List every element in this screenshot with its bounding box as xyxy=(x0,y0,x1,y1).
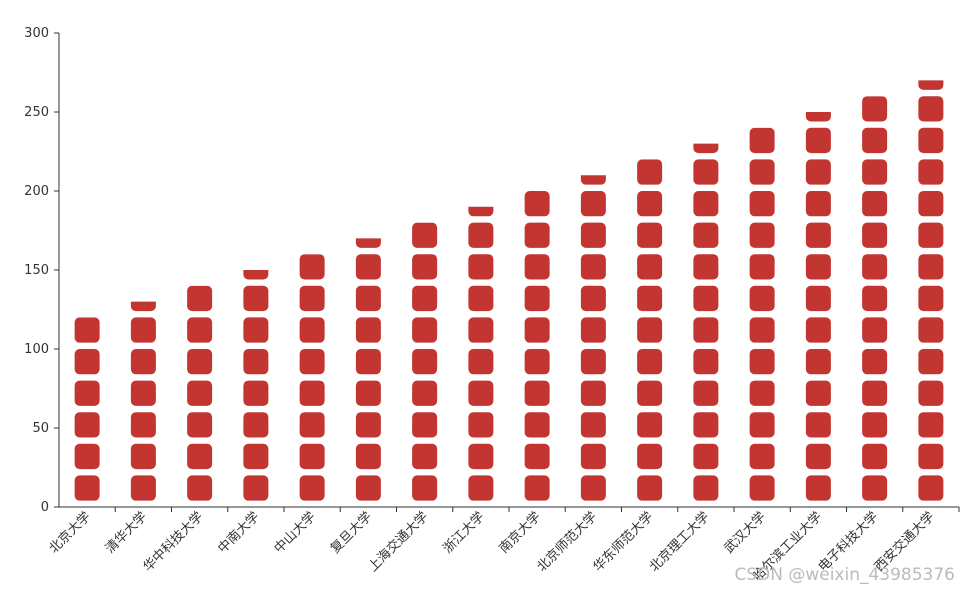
watermark: CSDN @weixin_43985376 xyxy=(734,565,955,585)
bar xyxy=(243,270,269,501)
y-tick-label: 300 xyxy=(24,26,49,41)
x-tick-label: 南京大学 xyxy=(496,509,544,557)
bar xyxy=(693,143,719,501)
y-tick-label: 100 xyxy=(24,342,49,357)
x-tick-label: 上海交通大学 xyxy=(365,509,431,575)
bar xyxy=(299,254,325,501)
bar xyxy=(580,175,606,501)
x-tick-label: 中南大学 xyxy=(215,509,263,557)
bar xyxy=(524,191,550,501)
bar xyxy=(805,112,831,501)
x-tick-label: 北京大学 xyxy=(46,509,94,557)
bar xyxy=(468,206,494,501)
y-tick-label: 200 xyxy=(24,184,49,199)
y-tick-label: 50 xyxy=(32,421,49,436)
x-tick-label: 复旦大学 xyxy=(327,509,375,557)
bar xyxy=(749,127,775,501)
x-tick-label: 华中科技大学 xyxy=(140,509,206,575)
y-tick-label: 0 xyxy=(41,500,49,515)
bar xyxy=(355,238,381,501)
x-tick-label: 中山大学 xyxy=(271,509,319,557)
x-tick-label: 北京理工大学 xyxy=(646,509,712,575)
bar xyxy=(130,301,156,501)
y-tick-label: 250 xyxy=(24,105,49,120)
bar xyxy=(862,96,888,501)
x-tick-label: 武汉大学 xyxy=(721,509,769,557)
y-tick-label: 150 xyxy=(24,263,49,278)
bar xyxy=(918,80,944,501)
bar xyxy=(637,159,663,501)
bar xyxy=(187,285,213,501)
x-tick-label: 清华大学 xyxy=(102,509,150,557)
bar xyxy=(74,317,100,501)
bar xyxy=(412,222,438,501)
x-tick-label: 浙江大学 xyxy=(440,509,488,557)
